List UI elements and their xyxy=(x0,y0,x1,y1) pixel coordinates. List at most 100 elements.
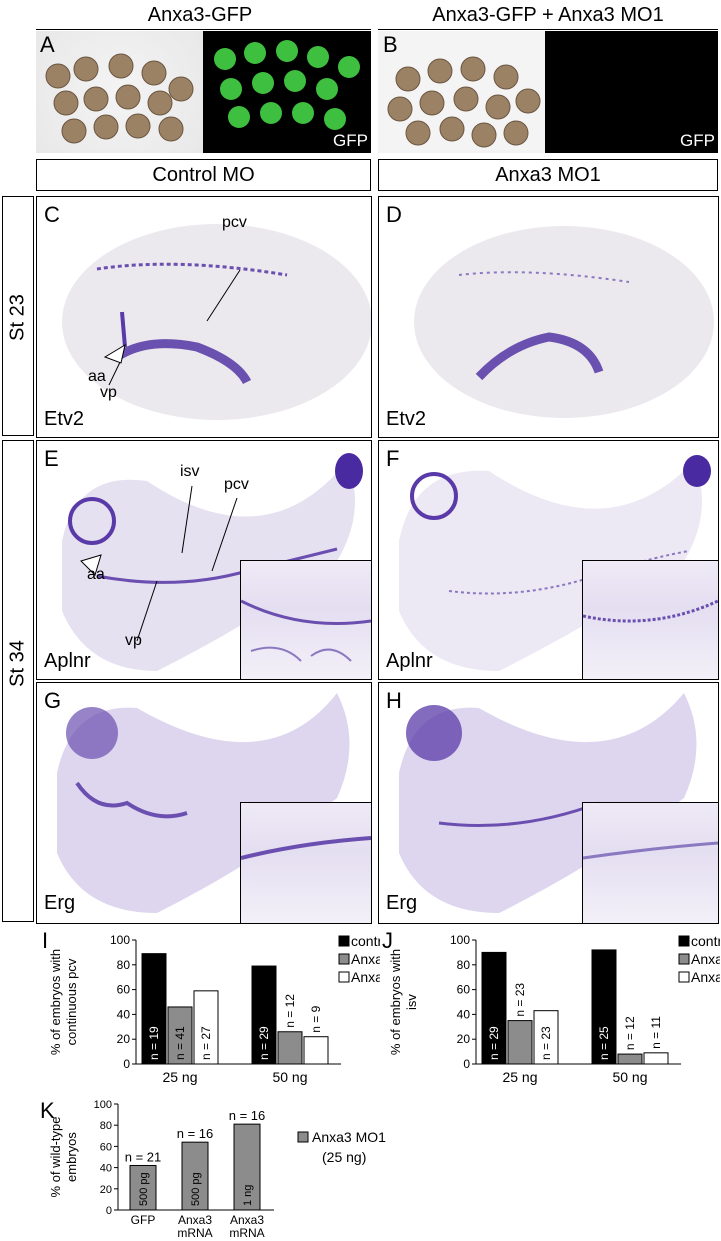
chart-j-y-tick-label: 40 xyxy=(457,1007,471,1021)
row-label-st23: St 23 xyxy=(6,294,29,341)
panel-c-etv2-control xyxy=(36,196,372,438)
chart-j-y-tick-label: 80 xyxy=(457,958,471,972)
panel-f-inset xyxy=(582,560,719,680)
annotation-isv-e: isv xyxy=(180,463,200,480)
header-anxa3-gfp: Anxa3-GFP xyxy=(147,4,253,26)
chart-k-y-tick-label: 40 xyxy=(100,1163,112,1175)
chart-k-bar xyxy=(181,1141,209,1211)
chart-j-n-label: n = 23 xyxy=(539,1026,553,1060)
chart-k-category-label: Anxa3 xyxy=(178,1213,212,1227)
gene-label-e: Aplnr xyxy=(44,650,91,672)
chart-k-category-label: mRNA xyxy=(177,1226,212,1240)
chart-k-legend-swatch xyxy=(297,1131,309,1143)
gfp-label-b: GFP xyxy=(680,131,715,150)
panel-b-brightfield xyxy=(378,31,545,153)
chart-j-y-tick-label: 0 xyxy=(463,1057,470,1071)
chart-k-category-label: mRNA xyxy=(229,1226,264,1240)
header-underline-right xyxy=(378,29,718,30)
chart-i-legend-label: control MO xyxy=(351,933,380,949)
gene-label-g: Erg xyxy=(44,892,76,914)
chart-k-n-label: n = 16 xyxy=(177,1126,214,1141)
column-header-control-mo: Control MO xyxy=(36,159,371,191)
chart-k-dose-label: 500 pg xyxy=(138,1172,150,1206)
chart-k-y-tick-label: 80 xyxy=(100,1120,112,1132)
chart-i-bar xyxy=(193,990,219,1065)
chart-i-bar xyxy=(167,1006,193,1065)
chart-j-y-axis-label: % of embryos with xyxy=(388,949,403,1055)
embryo-h-image xyxy=(399,693,697,913)
header-underline-left xyxy=(36,29,371,30)
chart-j-category-label: 25 ng xyxy=(502,1069,537,1085)
panel-label-a: A xyxy=(40,32,55,57)
chart-k-wild-type: 0 20 40 60 80 100 % of wild-type embryos 500 pg n… xyxy=(48,1099,386,1240)
chart-k-category-label: GFP xyxy=(131,1213,156,1227)
chart-i-bar xyxy=(277,1031,303,1065)
chart-j-legend-swatch xyxy=(678,953,690,965)
chart-k-y-tick-label: 60 xyxy=(100,1141,112,1153)
chart-j-bar xyxy=(481,951,507,1065)
row-box-st34 xyxy=(2,440,34,922)
panel-label-g: G xyxy=(44,688,62,713)
chart-k-dose-label: 500 pg xyxy=(190,1172,202,1206)
annotation-vp-c: vp xyxy=(100,384,117,401)
panel-h-inset xyxy=(582,802,719,924)
chart-j-category-label: 50 ng xyxy=(612,1069,647,1085)
chart-k-n-label: n = 21 xyxy=(125,1149,162,1164)
chart-k-dose-label: 1 ng xyxy=(242,1185,254,1206)
embryo-e-image xyxy=(62,453,363,671)
chart-i-y-tick-label: 100 xyxy=(110,933,130,947)
embryo-cluster-a xyxy=(45,53,194,144)
chart-k-y-tick-label: 100 xyxy=(94,1099,112,1111)
annotation-pcv-c: pcv xyxy=(222,214,247,231)
panel-g-inset xyxy=(240,802,372,924)
gene-label-c: Etv2 xyxy=(44,408,85,430)
chart-i-continuous-pcv: 0 20 40 60 80 100 % of embryos with continuous … xyxy=(48,933,380,1085)
chart-i-category-label: 25 ng xyxy=(162,1069,197,1085)
chart-k-legend-label-2: (25 ng) xyxy=(322,1149,366,1165)
chart-i-y-tick-label: 0 xyxy=(123,1057,130,1071)
chart-i-bar xyxy=(303,1036,329,1065)
chart-i-legend-label: Anxa3 MO2 xyxy=(351,969,380,985)
chart-k-bar xyxy=(233,1123,261,1211)
inset-f-image xyxy=(583,599,718,623)
panel-label-c: C xyxy=(44,202,60,227)
chart-i-category-label: 50 ng xyxy=(272,1069,307,1085)
annotation-vp-e: vp xyxy=(125,632,142,649)
chart-j-y-tick-label: 60 xyxy=(457,983,471,997)
panel-label-h: H xyxy=(386,688,402,713)
column-header-anxa3-mo1: Anxa3 MO1 xyxy=(378,159,718,191)
annotation-aa-c: aa xyxy=(88,368,106,385)
annotation-pcv-e: pcv xyxy=(224,476,249,493)
chart-j-n-label: n = 25 xyxy=(597,1026,611,1060)
chart-k-y-tick-label: 20 xyxy=(100,1184,112,1196)
header-anxa3-gfp-mo1: Anxa3-GFP + Anxa3 MO1 xyxy=(432,4,664,26)
chart-j-legend-swatch xyxy=(678,935,690,947)
chart-i-y-tick-label: 40 xyxy=(117,1007,131,1021)
chart-j-n-label: n = 12 xyxy=(623,1016,637,1050)
chart-i-y-axis-label: % of embryos with xyxy=(48,949,63,1055)
gene-label-h: Erg xyxy=(386,892,418,914)
chart-j-n-label: n = 23 xyxy=(513,983,527,1017)
chart-i-y-tick-label: 80 xyxy=(117,958,131,972)
chart-j-y-tick-label: 100 xyxy=(450,933,470,947)
chart-j-legend-label: Anxa3 MO1 xyxy=(691,951,720,967)
inset-e-image xyxy=(241,599,371,662)
panel-a-gfp xyxy=(203,31,371,153)
panel-d-etv2-mo1 xyxy=(378,196,719,438)
chart-i-legend-swatch xyxy=(338,935,350,947)
chart-j-n-label: n = 11 xyxy=(649,1016,663,1049)
chart-i-legend-swatch xyxy=(338,953,350,965)
inset-h-image xyxy=(583,841,718,860)
row-box-st23 xyxy=(2,196,34,436)
inset-g-image xyxy=(241,836,371,860)
chart-k-n-label: n = 16 xyxy=(229,1108,266,1123)
embryo-d-image xyxy=(414,226,714,418)
chart-j-bar xyxy=(591,949,617,1065)
chart-i-legend-label: Anxa3 MO1 xyxy=(351,951,380,967)
panel-label-i: I xyxy=(42,928,49,953)
embryo-g-image xyxy=(57,693,350,913)
panel-label-b: B xyxy=(383,32,398,57)
chart-i-n-label: n = 19 xyxy=(147,1026,161,1060)
gene-label-f: Aplnr xyxy=(386,650,433,672)
chart-j-legend-label: control MO xyxy=(691,933,720,949)
